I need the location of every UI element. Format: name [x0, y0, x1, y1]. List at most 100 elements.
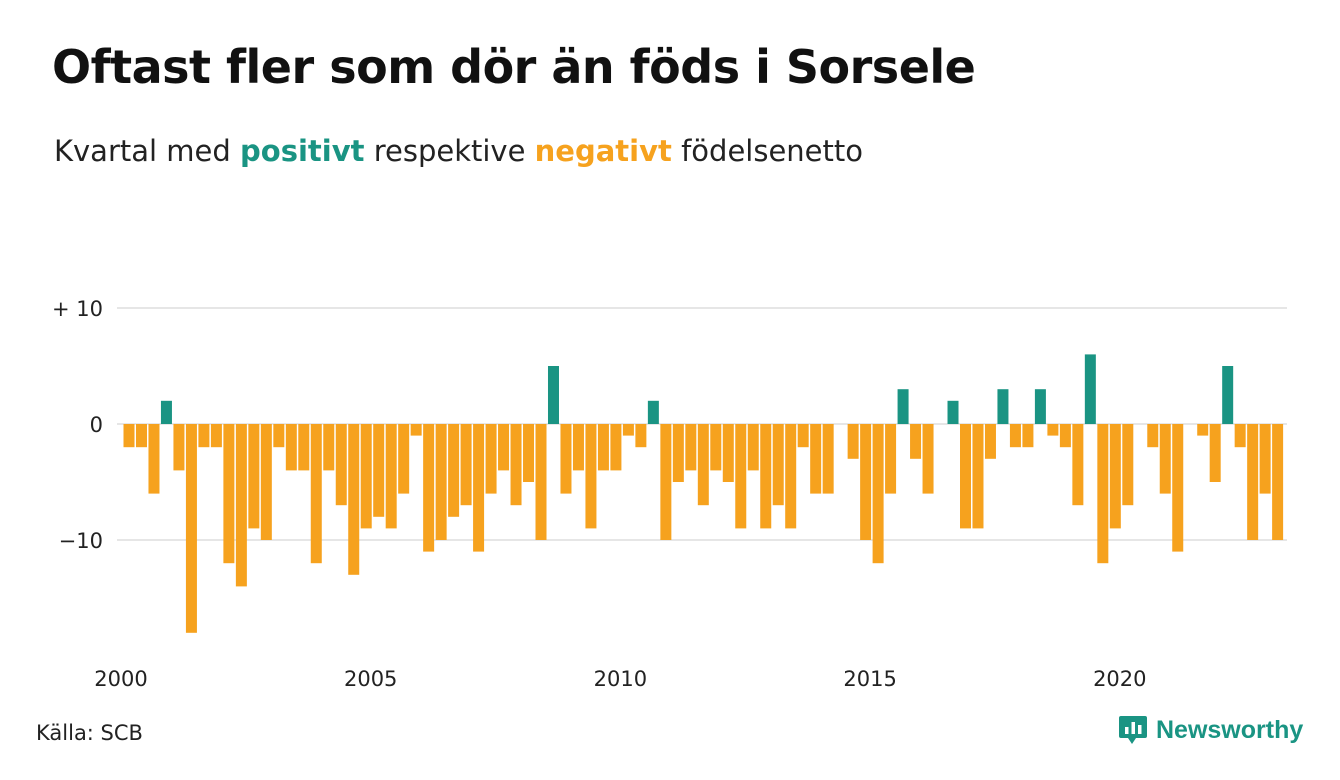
bar — [510, 424, 522, 506]
bar — [710, 424, 722, 471]
bar — [1084, 354, 1096, 424]
bar — [572, 424, 584, 471]
bar — [1209, 424, 1221, 482]
chart-subtitle: Kvartal med positivt respektive negativt… — [54, 134, 863, 168]
bar — [1072, 424, 1084, 506]
subtitle-prefix: Kvartal med — [54, 134, 231, 168]
bar — [1247, 424, 1259, 540]
bar — [1172, 424, 1184, 552]
bar — [248, 424, 260, 529]
bar — [1222, 366, 1234, 424]
bar — [410, 424, 422, 436]
brand-logo: Newsworthy — [1118, 713, 1303, 747]
bar — [360, 424, 372, 529]
bar — [460, 424, 472, 506]
bar — [1097, 424, 1109, 564]
bar — [448, 424, 460, 517]
source-note: Källa: SCB — [36, 721, 143, 745]
newsworthy-logo-icon — [1119, 716, 1147, 744]
bar — [485, 424, 497, 494]
bar — [298, 424, 310, 471]
bar — [672, 424, 684, 482]
bar — [1047, 424, 1059, 436]
subtitle-negative-word: negativt — [534, 134, 672, 168]
bar — [260, 424, 272, 540]
bar — [997, 389, 1009, 424]
y-tick-label: + 10 — [52, 297, 103, 321]
bar — [1034, 389, 1046, 424]
bar — [535, 424, 547, 540]
bar — [597, 424, 609, 471]
bar — [498, 424, 510, 471]
x-tick-label: 2000 — [94, 667, 147, 691]
bar — [148, 424, 160, 494]
bar — [273, 424, 285, 448]
bar — [797, 424, 809, 448]
bar — [223, 424, 235, 564]
bar — [972, 424, 984, 529]
bar — [135, 424, 147, 448]
bar — [685, 424, 697, 471]
bar — [423, 424, 435, 552]
bar — [1147, 424, 1159, 448]
bar — [872, 424, 884, 564]
bar — [635, 424, 647, 448]
bar — [185, 424, 197, 633]
bar — [373, 424, 385, 517]
y-tick-label: 0 — [90, 413, 103, 437]
subtitle-positive-word: positivt — [240, 134, 365, 168]
bar — [847, 424, 859, 459]
subtitle-suffix: födelsenetto — [681, 134, 863, 168]
bar — [885, 424, 897, 494]
bar — [922, 424, 934, 494]
bar — [1022, 424, 1034, 448]
chart-title: Oftast fler som dör än föds i Sorsele — [52, 40, 976, 94]
bar — [1159, 424, 1171, 494]
bar — [747, 424, 759, 471]
bar — [1109, 424, 1121, 529]
bar — [198, 424, 210, 448]
bar — [647, 400, 659, 424]
x-tick-label: 2015 — [843, 667, 896, 691]
bar — [160, 400, 172, 424]
bar — [860, 424, 872, 540]
bar — [810, 424, 822, 494]
bar — [210, 424, 222, 448]
bar — [1059, 424, 1071, 448]
subtitle-middle: respektive — [373, 134, 526, 168]
bar — [960, 424, 971, 529]
bar — [1122, 424, 1134, 506]
bar — [123, 424, 135, 448]
bar — [735, 424, 747, 529]
bar — [547, 366, 559, 424]
bar — [697, 424, 709, 506]
bar — [1009, 424, 1021, 448]
bar — [772, 424, 784, 506]
bar — [323, 424, 335, 471]
bar — [1259, 424, 1271, 494]
bar — [435, 424, 447, 540]
bar — [947, 400, 959, 424]
bar — [560, 424, 572, 494]
bar — [660, 424, 672, 540]
bar — [235, 424, 247, 587]
bar — [523, 424, 535, 482]
x-tick-label: 2005 — [344, 667, 397, 691]
brand-name: Newsworthy — [1156, 715, 1304, 744]
bar — [1272, 424, 1284, 540]
bar — [335, 424, 347, 506]
bar — [722, 424, 734, 482]
bar — [785, 424, 797, 529]
bar — [622, 424, 634, 436]
bar — [984, 424, 996, 459]
bar — [1197, 424, 1209, 436]
bar — [822, 424, 834, 494]
bar — [610, 424, 622, 471]
bar — [473, 424, 485, 552]
x-tick-label: 2010 — [594, 667, 647, 691]
bar — [173, 424, 185, 471]
y-tick-label: −10 — [59, 529, 103, 553]
bar — [348, 424, 360, 575]
bar — [897, 389, 909, 424]
